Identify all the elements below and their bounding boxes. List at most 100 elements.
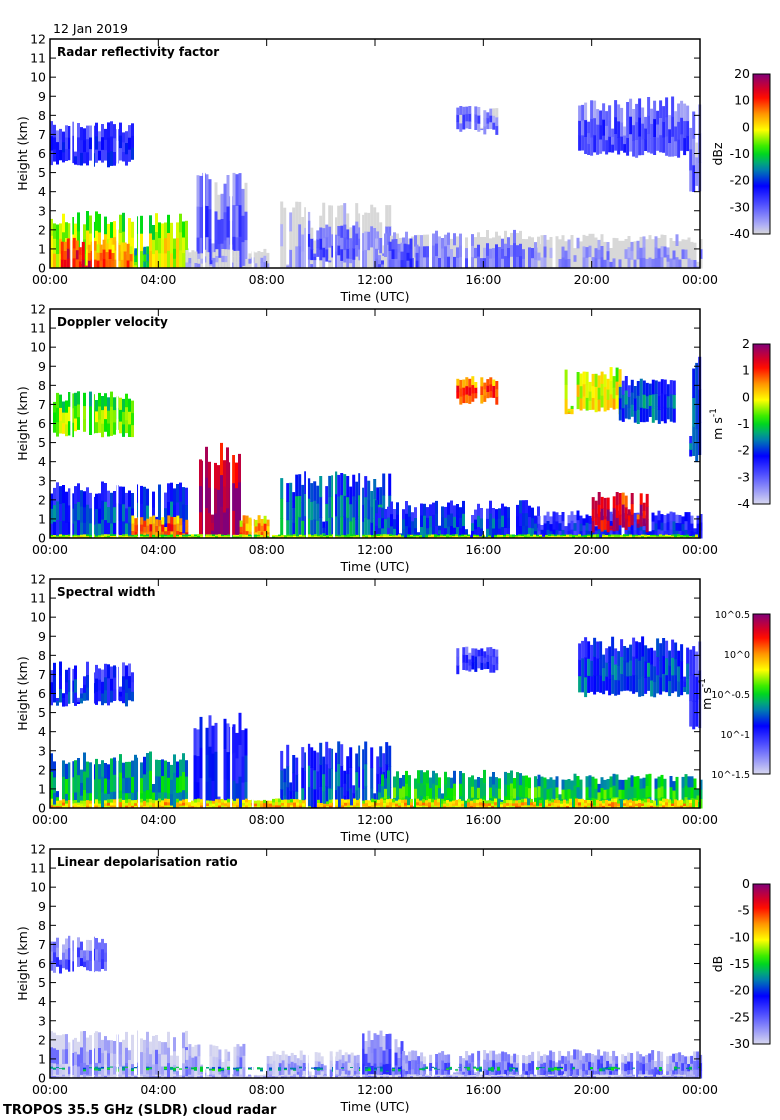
- colorbar: [752, 613, 771, 775]
- radar-pixel: [593, 806, 596, 808]
- radar-pixel: [98, 961, 101, 972]
- radar-pixel: [414, 235, 417, 247]
- radar-pixel: [551, 798, 554, 803]
- radar-pixel: [191, 800, 194, 804]
- radar-pixel: [618, 514, 622, 526]
- radar-pixel: [152, 534, 155, 537]
- radar-pixel: [125, 1031, 128, 1048]
- radar-pixel: [266, 805, 269, 809]
- radar-pixel: [537, 515, 541, 524]
- radar-pixel: [411, 1050, 415, 1061]
- radar-pixel: [671, 674, 675, 694]
- radar-pixel: [158, 1041, 161, 1054]
- radar-pixel: [301, 767, 305, 789]
- radar-pixel: [686, 535, 689, 538]
- radar-pixel: [458, 805, 461, 809]
- radar-pixel: [642, 380, 646, 395]
- radar-pixel: [405, 513, 408, 527]
- radar-pixel: [657, 787, 661, 799]
- radar-pixel: [599, 641, 603, 659]
- radar-pixel: [346, 249, 350, 269]
- radar-pixel: [80, 805, 83, 809]
- radar-pixel: [513, 778, 516, 789]
- radar-pixel: [621, 779, 625, 790]
- radar-pixel: [600, 496, 604, 509]
- radar-pixel: [125, 692, 128, 707]
- radar-pixel: [263, 523, 267, 532]
- radar-pixel: [645, 785, 649, 798]
- radar-pixel: [409, 238, 413, 249]
- radar-pixel: [630, 250, 634, 260]
- radar-pixel: [621, 407, 625, 422]
- radar-pixel: [473, 535, 476, 538]
- radar-pixel: [554, 799, 557, 803]
- radar-pixel: [645, 395, 649, 409]
- radar-pixel: [119, 486, 122, 505]
- radar-pixel: [617, 535, 620, 538]
- radar-pixel: [125, 406, 128, 421]
- radar-pixel: [238, 510, 241, 539]
- radar-pixel: [260, 257, 264, 264]
- radar-pixel: [113, 535, 116, 538]
- radar-pixel: [68, 488, 71, 506]
- radar-pixel: [107, 778, 110, 794]
- radar-pixel: [534, 259, 537, 269]
- radar-pixel: [548, 803, 551, 807]
- radar-pixel: [453, 770, 456, 784]
- radar-pixel: [600, 383, 604, 396]
- radar-pixel: [644, 677, 648, 694]
- radar-pixel: [627, 246, 631, 258]
- radar-pixel: [128, 777, 131, 794]
- radar-pixel: [438, 1069, 442, 1079]
- radar-pixel: [68, 535, 71, 538]
- radar-pixel: [660, 234, 664, 247]
- radar-pixel: [95, 948, 98, 961]
- y-tick-label: 8: [38, 648, 46, 663]
- radar-pixel: [143, 520, 147, 527]
- radar-pixel: [671, 534, 674, 537]
- radar-pixel: [416, 798, 419, 803]
- radar-pixel: [639, 504, 643, 516]
- radar-pixel: [119, 691, 122, 697]
- radar-pixel: [170, 764, 173, 780]
- radar-pixel: [347, 1062, 351, 1071]
- radar-pixel: [233, 534, 236, 537]
- radar-pixel: [266, 1056, 270, 1064]
- radar-pixel: [221, 535, 224, 538]
- radar-pixel: [304, 752, 308, 772]
- radar-pixel: [422, 805, 425, 809]
- radar-pixel: [645, 519, 649, 533]
- radar-pixel: [101, 409, 104, 424]
- radar-pixel: [413, 535, 416, 538]
- radar-pixel: [235, 757, 239, 784]
- radar-pixel: [641, 107, 645, 124]
- radar-pixel: [197, 798, 200, 803]
- radar-pixel: [72, 247, 76, 259]
- colorbar-label-unit: m s: [710, 417, 725, 440]
- radar-pixel: [215, 1067, 219, 1079]
- radar-pixel: [287, 1070, 291, 1079]
- radar-pixel: [322, 790, 326, 809]
- radar-pixel: [242, 535, 245, 538]
- radar-pixel: [260, 519, 264, 526]
- radar-pixel: [456, 107, 460, 116]
- radar-pixel: [65, 1034, 68, 1050]
- radar-pixel: [425, 800, 428, 804]
- radar-pixel: [185, 801, 188, 806]
- radar-pixel: [209, 534, 212, 537]
- radar-pixel: [266, 1070, 270, 1079]
- radar-pixel: [612, 496, 616, 509]
- radar-pixel: [446, 805, 449, 809]
- radar-pixel: [170, 222, 173, 239]
- radar-pixel: [566, 535, 569, 538]
- radar-pixel: [461, 534, 464, 537]
- radar-pixel: [486, 123, 490, 130]
- radar-pixel: [167, 1062, 170, 1079]
- radar-pixel: [65, 424, 68, 437]
- radar-pixel: [338, 1068, 342, 1079]
- radar-pixel: [576, 237, 580, 249]
- radar-pixel: [128, 423, 131, 437]
- radar-pixel: [693, 528, 697, 532]
- radar-pixel: [624, 404, 628, 419]
- radar-pixel: [525, 500, 528, 514]
